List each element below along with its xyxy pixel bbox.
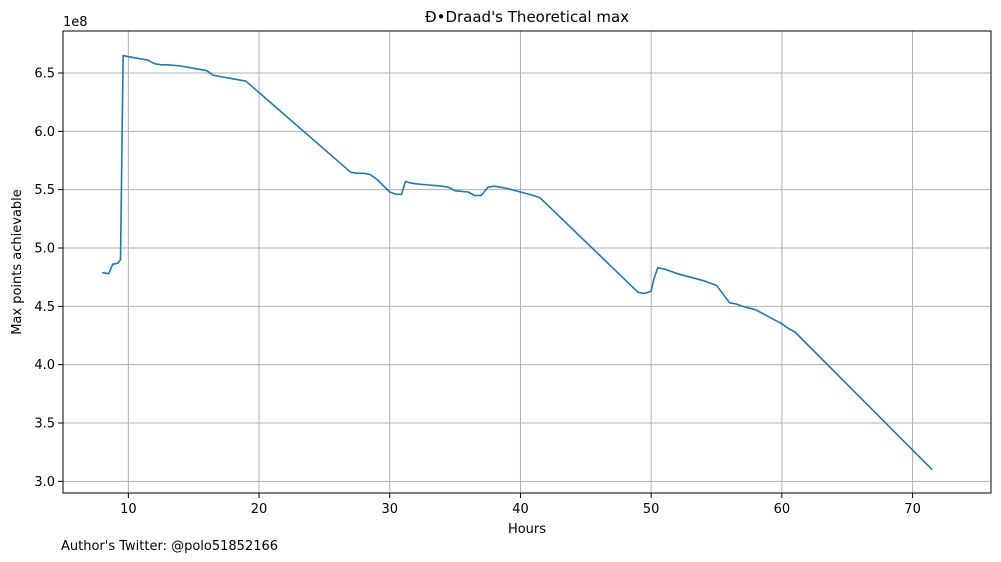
x-axis-ticks: 10 20 30 40 50 60 70	[120, 493, 921, 517]
x-tick-label: 60	[774, 502, 791, 517]
plot-area-frame	[62, 30, 992, 494]
x-tick-label: 50	[643, 502, 660, 517]
series-line	[102, 54, 933, 471]
author-twitter-note: Author's Twitter: @polo51852166	[61, 539, 278, 554]
y-axis-offset-label: 1e8	[63, 15, 88, 30]
y-tick-label: 5.0	[34, 242, 55, 257]
x-tick-label: 40	[512, 502, 529, 517]
y-axis-ticks: 3.0 3.5 4.0 4.5 5.0 5.5 6.0 6.5	[34, 67, 63, 490]
y-tick-label: 6.5	[34, 67, 55, 82]
grid-lines	[63, 31, 991, 493]
y-axis-label: Max points achievable	[10, 189, 25, 335]
y-tick-label: 5.5	[34, 183, 55, 198]
x-tick-label: 70	[904, 502, 921, 517]
x-tick-label: 20	[251, 502, 268, 517]
y-tick-label: 4.0	[34, 358, 55, 373]
x-tick-label: 10	[120, 502, 137, 517]
chart-title: Ð•Draad's Theoretical max	[425, 8, 629, 26]
x-axis-label: Hours	[508, 522, 546, 537]
y-tick-label: 3.5	[34, 417, 55, 432]
y-tick-label: 4.5	[34, 300, 55, 315]
x-tick-label: 30	[381, 502, 398, 517]
y-tick-label: 6.0	[34, 125, 55, 140]
y-tick-label: 3.0	[34, 475, 55, 490]
